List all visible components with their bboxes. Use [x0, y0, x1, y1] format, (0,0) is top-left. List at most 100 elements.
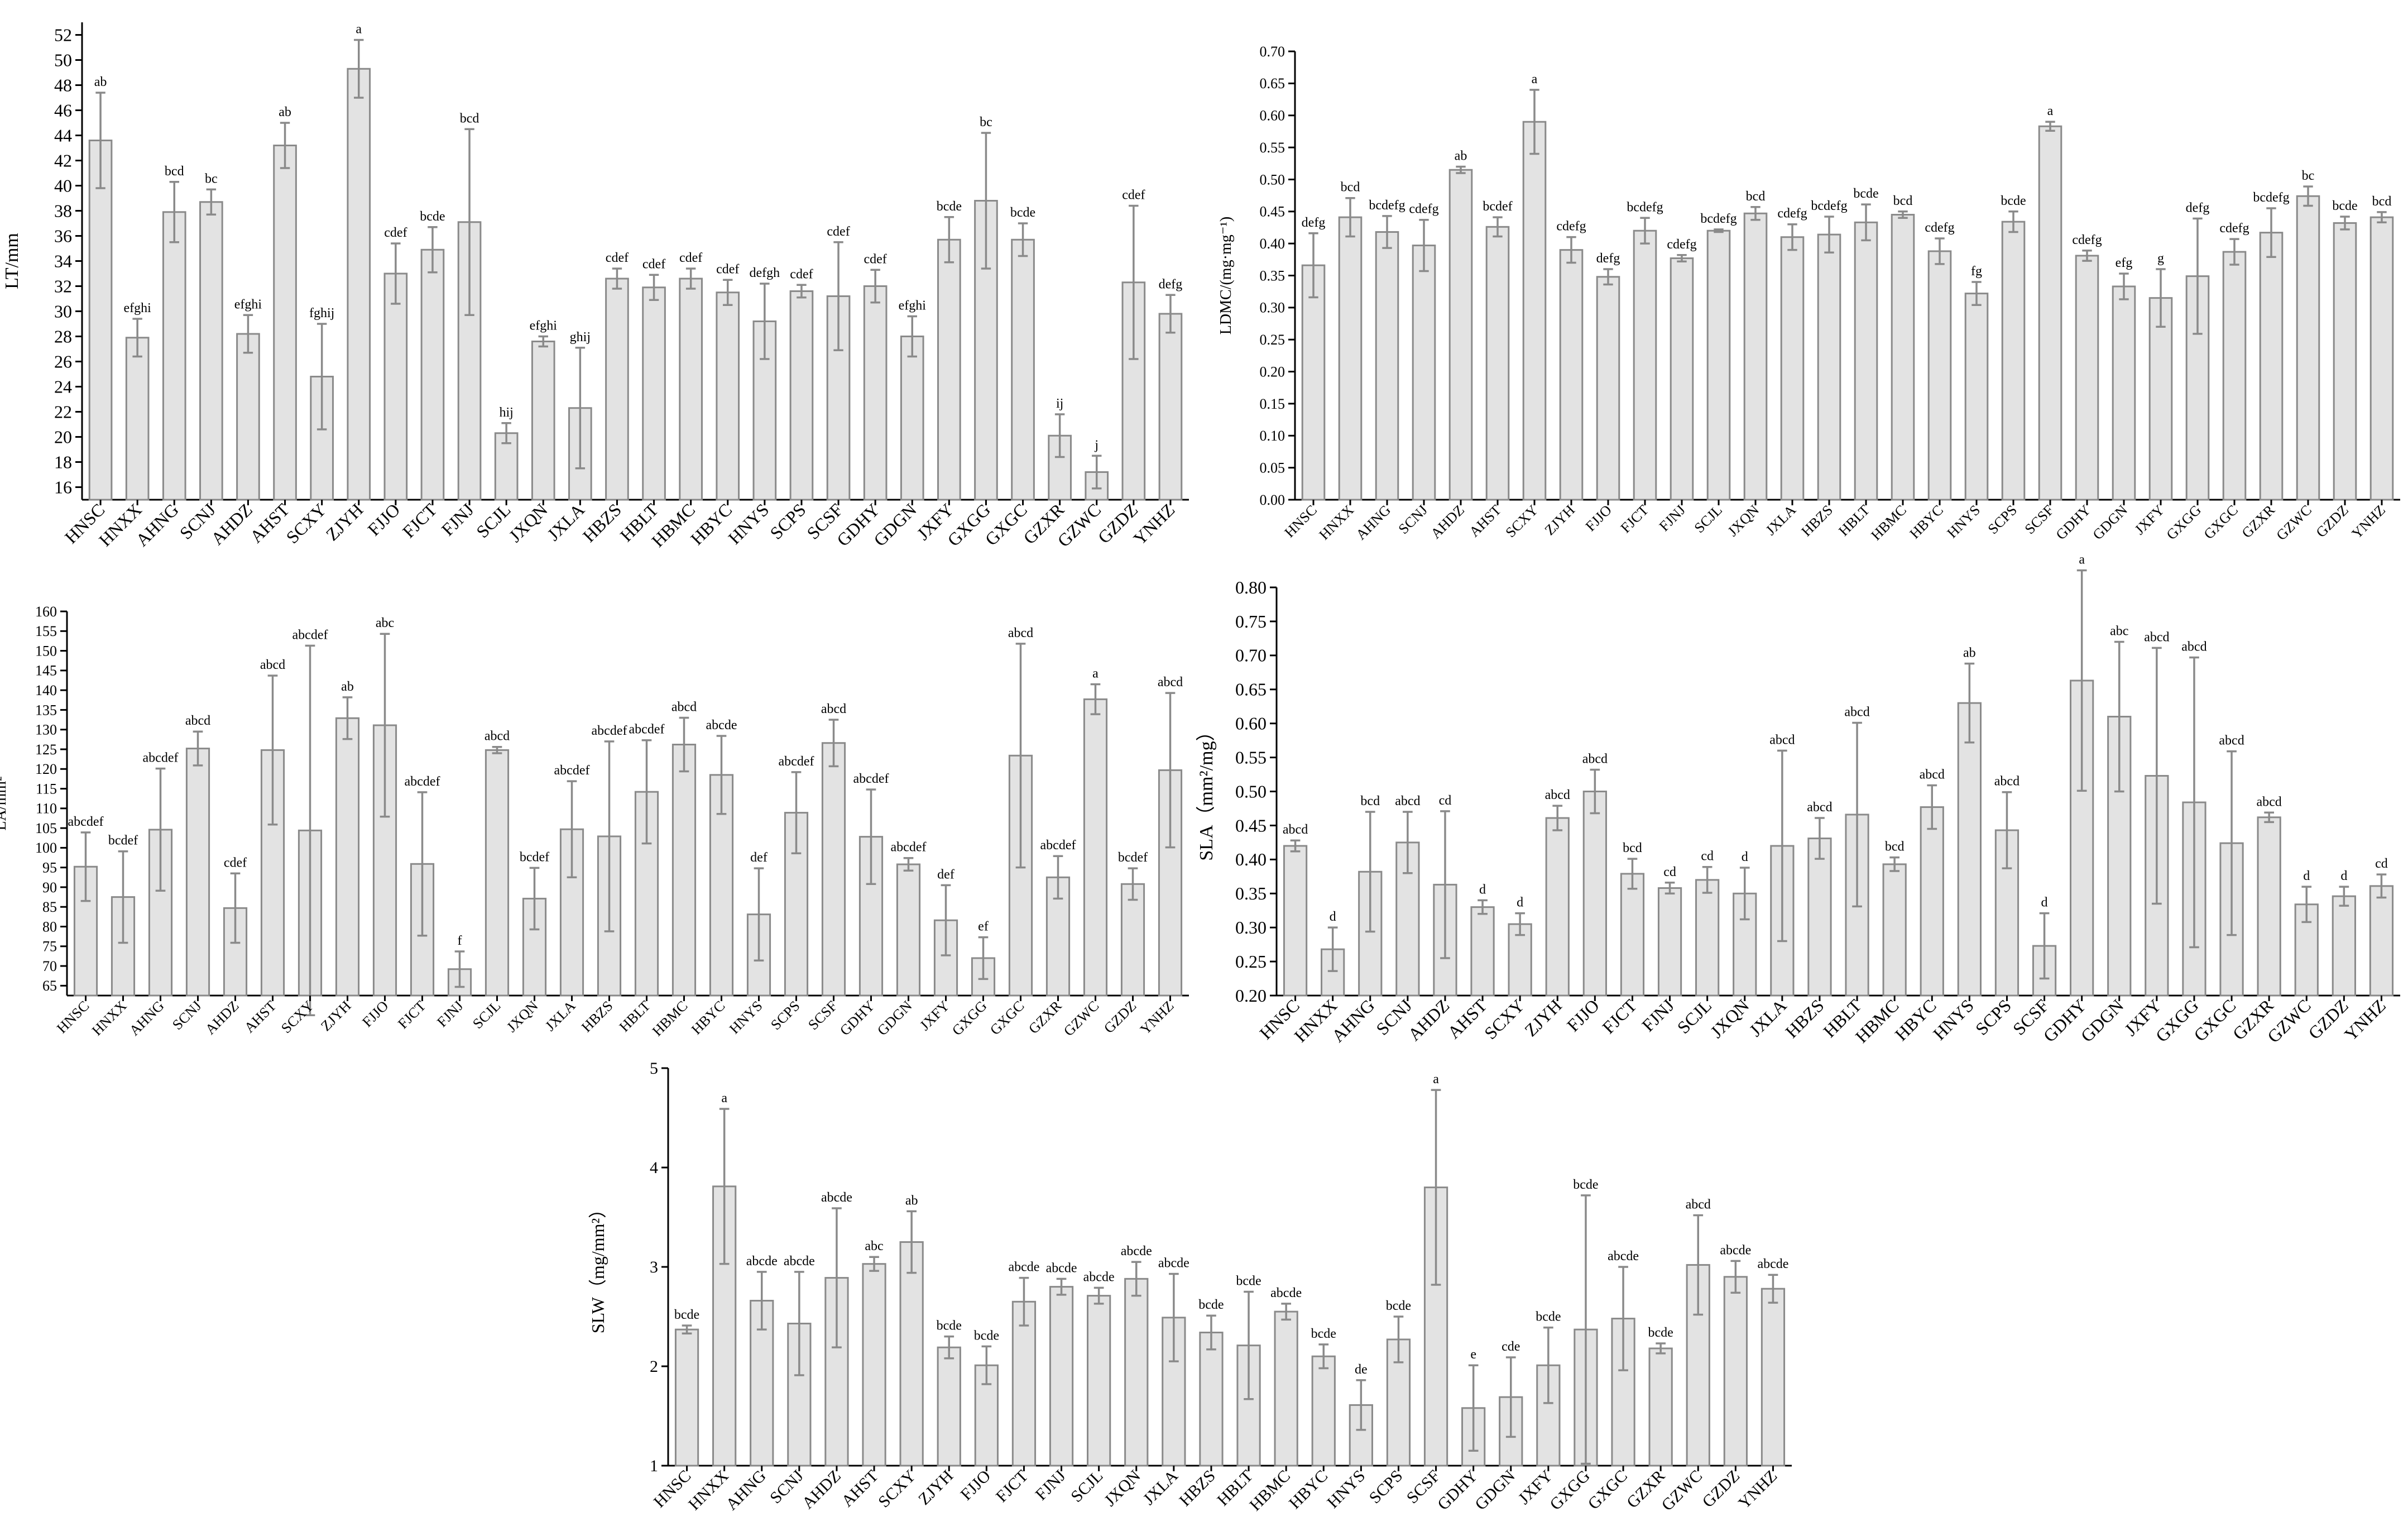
x-tick-label: SCPS: [1985, 502, 2020, 537]
x-tick-label: AHST: [241, 998, 280, 1036]
y-tick-label: 36: [54, 226, 72, 246]
bar-AHST: [1485, 226, 1510, 501]
y-tick-label: 0.50: [1260, 171, 1285, 188]
bar-FJJO: [1596, 276, 1620, 501]
significance-label: abcdef: [853, 772, 889, 786]
y-tick-label: 0.45: [1235, 815, 1267, 835]
x-tick-label: GDGN: [2076, 995, 2127, 1046]
bar-ZJYH: [1545, 817, 1570, 997]
significance-label: bcd: [165, 164, 184, 179]
x-tick-label: FJNJ: [1638, 995, 1678, 1035]
y-tick-label: 135: [35, 702, 57, 718]
y-tick-label: 48: [54, 75, 72, 95]
significance-label: bcde: [1853, 186, 1878, 201]
significance-label: cdefg: [1777, 207, 1807, 221]
bar-AHST: [862, 1263, 886, 1467]
bar-FJJO: [383, 272, 408, 501]
y-tick-label: 0.30: [1235, 917, 1267, 937]
x-tick-label: FJCT: [1618, 502, 1652, 536]
x-tick-label: HBZS: [1176, 1467, 1219, 1510]
bar-SCXY: [899, 1241, 924, 1467]
x-tick-label: HBYC: [1285, 1467, 1331, 1513]
x-tick-label: HBMC: [1246, 1467, 1294, 1515]
x-tick-label: AHNG: [126, 998, 167, 1039]
bar-AHNG: [750, 1300, 774, 1467]
significance-label: bcde: [1311, 1327, 1336, 1341]
significance-label: defg: [1596, 251, 1620, 266]
x-tick-label: JXLA: [543, 499, 588, 544]
significance-label: bcde: [2001, 194, 2026, 208]
significance-label: cd: [2375, 857, 2388, 871]
significance-label: bcd: [1746, 189, 1766, 204]
x-tick-label: FJNJ: [1032, 1466, 1069, 1504]
y-tick-label: 20: [54, 427, 72, 447]
significance-label: abcdef: [1040, 838, 1076, 853]
significance-label: d: [1517, 896, 1523, 910]
significance-label: bcde: [1648, 1326, 1673, 1340]
significance-label: abcde: [1008, 1260, 1039, 1275]
x-tick-label: HBZS: [578, 998, 616, 1036]
significance-label: bcdef: [520, 850, 549, 864]
bar-HNXX: [125, 337, 150, 501]
x-tick-label: AHNG: [132, 499, 183, 550]
significance-label: a: [1532, 72, 1538, 87]
bar-HBYC: [1927, 250, 1952, 501]
y-tick-label: 26: [54, 351, 72, 371]
x-tick-label: AHST: [1443, 995, 1491, 1042]
y-tick-label: 0.75: [1235, 611, 1267, 631]
significance-label: abcd: [1545, 788, 1570, 802]
x-tick-label: JXLA: [542, 998, 579, 1035]
x-tick-label: JXQN: [1101, 1467, 1144, 1510]
significance-label: abcd: [1008, 626, 1033, 640]
bar-SCPS: [2001, 221, 2026, 501]
y-tick-label: 5: [650, 1059, 658, 1078]
x-tick-label: GZDZ: [1699, 1467, 1743, 1511]
bar-GZXR: [2259, 232, 2284, 501]
significance-label: abc: [376, 616, 394, 630]
x-tick-label: AHST: [246, 499, 294, 547]
significance-label: abcde: [1270, 1286, 1302, 1300]
bar-SCXY: [1522, 121, 1547, 501]
x-tick-label: HBZS: [1781, 995, 1827, 1041]
x-tick-label: FJCT: [1598, 995, 1640, 1037]
y-tick-label: 130: [35, 722, 57, 738]
y-tick-label: 140: [35, 682, 57, 698]
x-tick-label: FJNJ: [434, 998, 466, 1030]
x-tick-label: HBYC: [687, 499, 736, 548]
x-tick-label: HBLT: [616, 998, 654, 1035]
y-tick-label: 100: [35, 840, 57, 856]
y-tick-label: 44: [54, 125, 72, 145]
bar-GZDZ: [2332, 895, 2356, 997]
x-tick-label: FJJO: [1563, 995, 1603, 1035]
bar-JXFY: [2148, 297, 2173, 501]
significance-label: bcde: [1536, 1310, 1561, 1324]
significance-label: abcd: [1807, 800, 1832, 815]
significance-label: cdefg: [1925, 221, 1954, 235]
x-tick-label: YNHZ: [2348, 502, 2388, 542]
bar-JXQN: [531, 341, 555, 501]
y-tick-label: 0.50: [1235, 781, 1267, 801]
bar-SCNJ: [1412, 245, 1436, 501]
significance-label: a: [2047, 104, 2054, 118]
x-tick-label: SCNJ: [1395, 502, 1431, 537]
significance-label: bcde: [1573, 1178, 1598, 1192]
x-tick-label: FJCT: [992, 1467, 1032, 1506]
bar-AHDZ: [1448, 169, 1473, 501]
significance-label: def: [750, 850, 768, 865]
y-tick-label: 0.15: [1260, 396, 1285, 412]
bar-FJCT: [420, 248, 445, 501]
x-tick-label: HNYS: [724, 499, 773, 548]
significance-label: abcde: [746, 1254, 778, 1269]
y-tick-label: 38: [54, 200, 72, 221]
significance-label: abcd: [185, 714, 210, 728]
bar-AHNG: [162, 211, 186, 501]
chart-4: 0.20 0.25 0.30 0.35 0.40 0.45 0.50 0.55 0.60 0.65…: [1196, 553, 2400, 1047]
y-tick-label: 28: [54, 326, 72, 346]
significance-label: d: [2340, 869, 2347, 883]
bar-HBMC: [679, 278, 703, 501]
x-tick-label: GXGC: [987, 998, 1028, 1039]
y-tick-label: 150: [35, 643, 57, 659]
significance-label: abcdef: [629, 723, 665, 737]
significance-label: abcd: [1686, 1197, 1711, 1212]
